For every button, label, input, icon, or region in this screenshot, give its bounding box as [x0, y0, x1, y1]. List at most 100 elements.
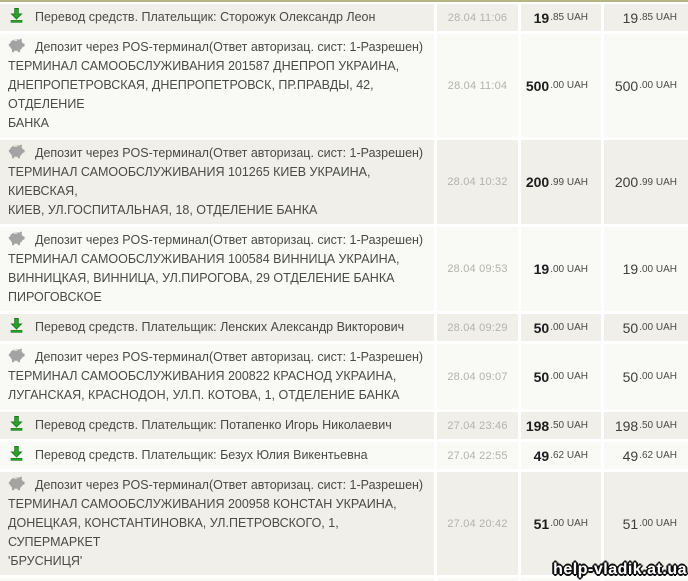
transaction-description: Депозит через POS-терминал(Ответ авториз… [8, 40, 424, 130]
table-row[interactable]: Перевод средств. Плательщик: Безух Юлия … [0, 442, 688, 469]
transaction-description-cell: Депозит через POS-терминал(Ответ авториз… [0, 472, 434, 575]
piggy-bank-icon [8, 231, 25, 246]
transaction-amount: 51.00 UAH [521, 472, 601, 575]
transaction-amount-secondary: 50.00 UAH [604, 314, 688, 341]
transaction-amount-secondary: 49.62 UAH [604, 578, 688, 581]
amount-fraction: .85 UAH [639, 12, 677, 23]
transaction-amount-secondary: 50.00 UAH [604, 344, 688, 409]
transaction-description-cell: Перевод средств. Плательщик: Лукасик Сер… [0, 578, 434, 581]
table-row[interactable]: Депозит через POS-терминал(Ответ авториз… [0, 227, 688, 311]
amount-integer: 50 [533, 368, 550, 385]
transaction-description: Депозит через POS-терминал(Ответ авториз… [8, 350, 424, 402]
transaction-description: Депозит через POS-терминал(Ответ авториз… [8, 478, 424, 568]
download-arrow-icon [8, 8, 25, 23]
amount-integer: 198 [614, 417, 639, 434]
transaction-amount-secondary: 51.00 UAH [604, 472, 688, 575]
amount-integer: 50 [622, 319, 639, 336]
amount-integer: 500 [614, 77, 639, 94]
amount-integer: 51 [533, 515, 550, 532]
amount-integer: 19 [622, 9, 639, 26]
transaction-amount-secondary: 200.99 UAH [604, 140, 688, 224]
transaction-description: Перевод средств. Плательщик: Безух Юлия … [35, 448, 368, 462]
transaction-amount: 500.00 UAH [521, 34, 601, 137]
transaction-description: Депозит через POS-терминал(Ответ авториз… [8, 233, 424, 304]
amount-fraction: .00 UAH [550, 371, 588, 382]
amount-integer: 19 [622, 261, 639, 277]
transaction-description-cell: Перевод средств. Плательщик: Ленских Але… [0, 314, 434, 341]
transaction-amount-secondary: 500.00 UAH [604, 34, 688, 137]
transactions-table: Перевод средств. Плательщик: Сторожук Ол… [0, 4, 688, 581]
piggy-bank-icon [8, 348, 25, 363]
transaction-amount: 49.62 UAH [521, 578, 601, 581]
amount-fraction: .99 UAH [639, 176, 677, 188]
amount-fraction: .50 UAH [639, 420, 677, 431]
transaction-description-cell: Перевод средств. Плательщик: Сторожук Ол… [0, 4, 434, 31]
download-arrow-icon [8, 318, 25, 333]
piggy-bank-icon [8, 144, 25, 159]
table-row[interactable]: Депозит через POS-терминал(Ответ авториз… [0, 344, 688, 409]
table-row[interactable]: Депозит через POS-терминал(Ответ авториз… [0, 140, 688, 224]
amount-fraction: .00 UAH [639, 322, 677, 333]
amount-integer: 49 [622, 447, 639, 464]
amount-integer: 200 [614, 174, 639, 190]
transaction-date: 28.04 09:29 [437, 314, 518, 341]
amount-fraction: .00 UAH [639, 263, 677, 275]
transaction-date: 27.04 20:42 [437, 472, 518, 575]
transaction-date: 28.04 11:06 [437, 4, 518, 31]
table-row[interactable]: Депозит через POS-терминал(Ответ авториз… [0, 34, 688, 137]
amount-integer: 50 [622, 368, 639, 385]
amount-fraction: .62 UAH [639, 450, 677, 461]
amount-fraction: .00 UAH [550, 263, 588, 275]
transaction-amount: 50.00 UAH [521, 314, 601, 341]
transaction-amount-secondary: 19.00 UAH [604, 227, 688, 311]
transaction-date: 28.04 09:07 [437, 344, 518, 409]
table-row[interactable]: Перевод средств. Плательщик: Потапенко И… [0, 412, 688, 439]
amount-integer: 19 [533, 9, 550, 26]
transaction-description: Перевод средств. Плательщик: Ленских Але… [35, 320, 405, 334]
amount-integer: 19 [533, 261, 550, 277]
transaction-amount-secondary: 198.50 UAH [604, 412, 688, 439]
download-arrow-icon [8, 416, 25, 431]
table-row[interactable]: Перевод средств. Плательщик: Сторожук Ол… [0, 4, 688, 31]
transaction-description: Перевод средств. Плательщик: Сторожук Ол… [35, 10, 376, 24]
piggy-bank-icon [8, 38, 25, 53]
transaction-description-cell: Депозит через POS-терминал(Ответ авториз… [0, 140, 434, 224]
download-arrow-icon [8, 446, 25, 461]
amount-fraction: .00 UAH [550, 80, 588, 91]
amount-fraction: .00 UAH [639, 371, 677, 382]
transaction-amount: 19.85 UAH [521, 4, 601, 31]
piggy-bank-icon [8, 476, 25, 491]
amount-integer: 500 [525, 77, 550, 94]
transaction-description: Депозит через POS-терминал(Ответ авториз… [8, 146, 424, 217]
table-row[interactable]: Депозит через POS-терминал(Ответ авториз… [0, 472, 688, 575]
amount-integer: 198 [525, 417, 550, 434]
table-row[interactable]: Перевод средств. Плательщик: Лукасик Сер… [0, 578, 688, 581]
transaction-amount: 50.00 UAH [521, 344, 601, 409]
transaction-date: 28.04 09:53 [437, 227, 518, 311]
transaction-amount-secondary: 19.85 UAH [604, 4, 688, 31]
transaction-description-cell: Перевод средств. Плательщик: Потапенко И… [0, 412, 434, 439]
amount-integer: 50 [533, 319, 550, 336]
table-row[interactable]: Перевод средств. Плательщик: Ленских Але… [0, 314, 688, 341]
amount-fraction: .00 UAH [550, 518, 588, 529]
amount-fraction: .00 UAH [550, 322, 588, 333]
amount-fraction: .99 UAH [550, 176, 588, 188]
transaction-date: 27.04 22:55 [437, 442, 518, 469]
amount-integer: 49 [533, 447, 550, 464]
amount-fraction: .85 UAH [550, 12, 588, 23]
transaction-amount-secondary: 49.62 UAH [604, 442, 688, 469]
transaction-date: 28.04 11:04 [437, 34, 518, 137]
amount-fraction: .62 UAH [550, 450, 588, 461]
transaction-amount: 200.99 UAH [521, 140, 601, 224]
amount-fraction: .00 UAH [639, 80, 677, 91]
amount-fraction: .50 UAH [550, 420, 588, 431]
transaction-amount: 49.62 UAH [521, 442, 601, 469]
transaction-description-cell: Депозит через POS-терминал(Ответ авториз… [0, 227, 434, 311]
transaction-description-cell: Депозит через POS-терминал(Ответ авториз… [0, 344, 434, 409]
amount-fraction: .00 UAH [639, 518, 677, 529]
transaction-description: Перевод средств. Плательщик: Потапенко И… [35, 418, 392, 432]
transaction-description-cell: Депозит через POS-терминал(Ответ авториз… [0, 34, 434, 137]
transaction-date: 27.04 13:27 [437, 578, 518, 581]
amount-integer: 200 [525, 174, 550, 190]
